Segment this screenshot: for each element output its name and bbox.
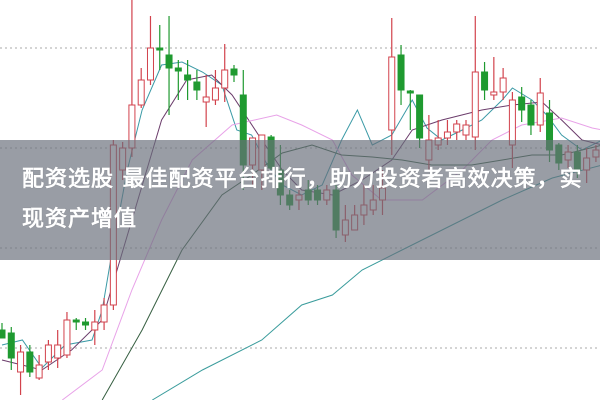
candle-body [211,87,219,101]
candle-down [0,323,6,339]
candle-body [508,99,516,146]
candle-down [26,345,34,377]
candle-body [35,364,43,379]
candle-up [490,57,498,100]
candle-body [146,47,154,81]
candle-up [63,312,71,358]
candle-down [174,60,182,100]
candle-up [54,330,62,368]
candle-body [518,96,526,111]
candle-body [406,90,414,94]
candle-body [462,124,470,136]
candle-body [54,344,62,359]
candle-up [91,310,99,345]
candle-down [518,87,526,122]
candle-body [527,104,535,126]
candle-body [156,47,164,51]
candle-body [63,319,71,356]
candle-down [156,25,164,70]
candle-down [481,62,489,100]
candle-body [137,79,145,106]
candle-body [499,77,507,93]
candle-up [499,68,507,100]
candle-body [44,344,52,363]
candle-down [230,65,238,82]
candle-down [184,60,192,100]
candle-body [17,351,25,373]
candle-up [137,68,145,108]
candle-body [490,91,498,96]
candle-down [406,90,414,130]
candle-body [91,321,99,331]
candle-body [536,92,544,126]
candle-down [397,45,405,105]
candle-up [146,16,154,85]
candle-up [471,16,479,150]
candle-down [72,318,80,330]
candle-body [388,56,396,131]
candle-down [165,16,173,115]
candle-down [82,318,90,330]
candle-body [72,319,80,323]
candle-up [100,298,108,330]
candle-up [17,345,25,395]
candle-body [471,71,479,138]
candle-up [44,340,52,370]
candle-down [527,100,535,135]
candle-body [100,304,108,323]
candle-body [0,329,6,339]
candle-up [388,18,396,155]
candle-up [453,120,461,140]
candle-body [174,67,182,72]
candle-body [7,332,15,359]
candle-up [211,70,219,105]
candle-body [165,54,173,69]
candle-up [35,355,43,380]
candle-body [443,131,451,139]
article-title: 配资选股 最佳配资平台排行，助力投资者高效决策，实现资产增值 [22,167,583,232]
candle-up [221,44,229,102]
candle-up [536,78,544,132]
candle-body [230,68,238,76]
candle-down [7,327,15,370]
candle-body [26,351,34,373]
candle-up [128,0,136,157]
candle-body [481,71,489,91]
candle-body [82,321,90,326]
candle-up [462,120,470,140]
candle-body [416,94,424,139]
candle-body [193,81,201,91]
candle-up [202,75,210,127]
candle-body [397,54,405,91]
caption-banner [0,140,600,260]
candle-body [221,69,229,89]
candle-body [184,74,192,81]
candle-body [202,96,210,103]
candle-down [193,70,201,100]
candle-body [453,123,461,133]
